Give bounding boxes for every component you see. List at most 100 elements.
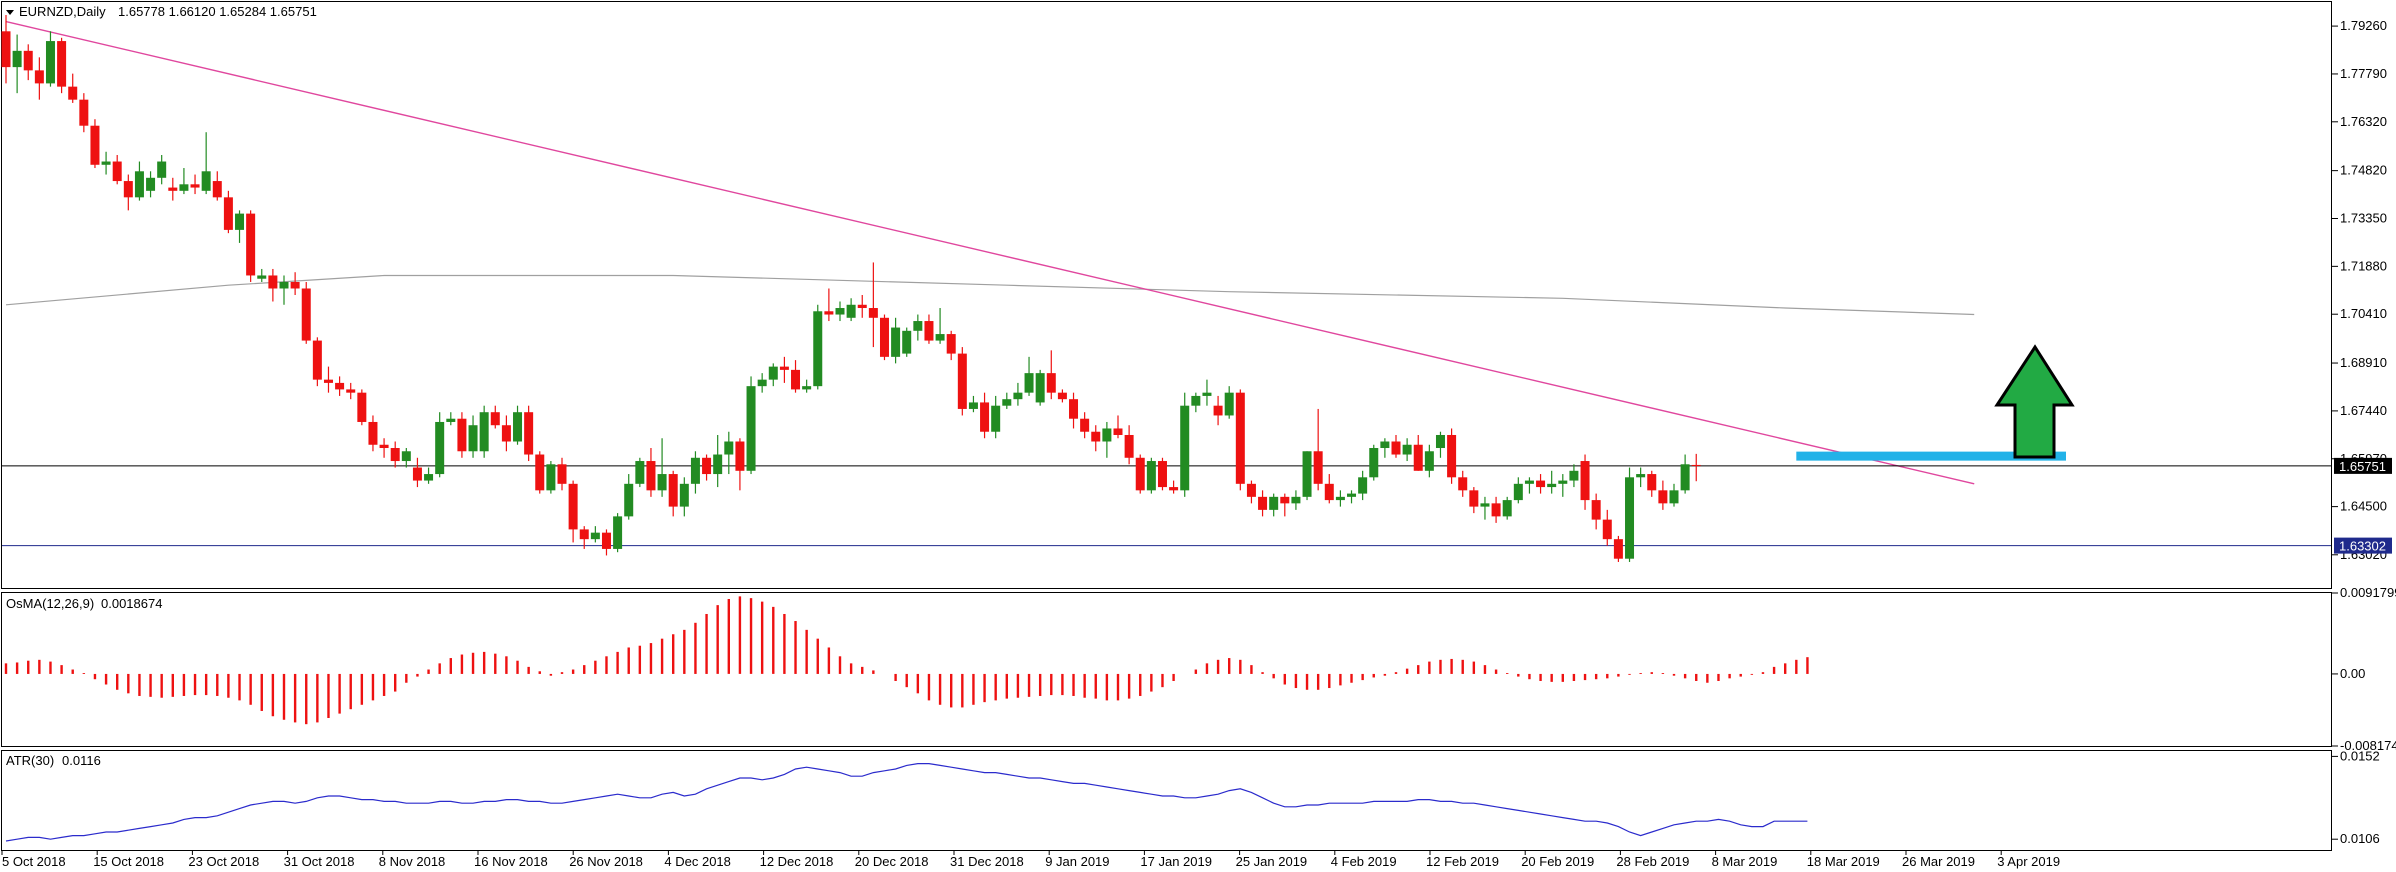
candle-body[interactable] xyxy=(1057,392,1067,400)
candle-body[interactable] xyxy=(490,412,500,426)
candle-body[interactable] xyxy=(1013,392,1023,400)
candle-body[interactable] xyxy=(1558,480,1568,484)
candle-body[interactable] xyxy=(134,171,144,198)
candle-body[interactable] xyxy=(1369,448,1379,478)
candle-body[interactable] xyxy=(513,412,523,442)
price-panel[interactable] xyxy=(1,1,2332,589)
candle-body[interactable] xyxy=(679,483,689,507)
candle-body[interactable] xyxy=(902,330,912,354)
candle-body[interactable] xyxy=(1191,395,1201,406)
candle-body[interactable] xyxy=(1202,392,1212,396)
candle-body[interactable] xyxy=(535,454,545,491)
candle-body[interactable] xyxy=(924,321,934,341)
candle-body[interactable] xyxy=(1647,474,1657,491)
candle-body[interactable] xyxy=(1591,500,1601,520)
candle-body[interactable] xyxy=(757,379,767,387)
candle-body[interactable] xyxy=(235,213,245,230)
candle-body[interactable] xyxy=(635,461,645,484)
candle-body[interactable] xyxy=(1435,434,1445,449)
candle-body[interactable] xyxy=(1680,464,1690,491)
candle-body[interactable] xyxy=(1157,461,1167,488)
candle-body[interactable] xyxy=(1536,480,1546,488)
candle-body[interactable] xyxy=(568,483,578,530)
candle-body[interactable] xyxy=(257,275,267,279)
candle-body[interactable] xyxy=(268,275,278,289)
candle-body[interactable] xyxy=(401,451,411,462)
candle-body[interactable] xyxy=(435,421,445,475)
candle-body[interactable] xyxy=(657,474,667,491)
candle-body[interactable] xyxy=(846,304,856,318)
candle-body[interactable] xyxy=(1080,418,1090,432)
candle-body[interactable] xyxy=(1280,496,1290,504)
candle-body[interactable] xyxy=(157,161,167,178)
candle-body[interactable] xyxy=(1135,457,1145,491)
candle-body[interactable] xyxy=(601,532,611,549)
candle-body[interactable] xyxy=(1602,519,1612,540)
candle-body[interactable] xyxy=(1636,474,1646,478)
candle-body[interactable] xyxy=(101,161,111,165)
candle-body[interactable] xyxy=(590,532,600,540)
candle-body[interactable] xyxy=(1380,441,1390,449)
candle-body[interactable] xyxy=(123,181,133,198)
atr-panel[interactable] xyxy=(1,750,2332,851)
candle-body[interactable] xyxy=(1324,483,1334,501)
candle-body[interactable] xyxy=(779,366,789,370)
candle-body[interactable] xyxy=(1224,392,1234,416)
candle-body[interactable] xyxy=(168,187,178,191)
candle-body[interactable] xyxy=(1347,493,1357,497)
candle-body[interactable] xyxy=(390,448,400,462)
candle-body[interactable] xyxy=(935,334,945,341)
candle-body[interactable] xyxy=(501,425,511,442)
candle-body[interactable] xyxy=(1091,431,1101,442)
candle-body[interactable] xyxy=(212,181,222,198)
candle-body[interactable] xyxy=(1235,392,1245,484)
candle-body[interactable] xyxy=(579,529,589,540)
candle-body[interactable] xyxy=(379,444,389,449)
candle-body[interactable] xyxy=(1447,434,1457,478)
candle-body[interactable] xyxy=(1002,399,1012,406)
candle-body[interactable] xyxy=(802,386,812,390)
candle-body[interactable] xyxy=(1113,428,1123,435)
candle-body[interactable] xyxy=(1625,477,1635,559)
candle-body[interactable] xyxy=(34,70,44,84)
candle-body[interactable] xyxy=(1291,496,1301,504)
candle-body[interactable] xyxy=(835,308,845,315)
candle-body[interactable] xyxy=(1024,373,1034,393)
candle-body[interactable] xyxy=(613,516,623,549)
candle-body[interactable] xyxy=(1313,451,1323,484)
candle-body[interactable] xyxy=(1258,496,1268,510)
candle-body[interactable] xyxy=(1413,444,1423,471)
candle-body[interactable] xyxy=(1402,444,1412,455)
candle-body[interactable] xyxy=(1658,490,1668,504)
candle-body[interactable] xyxy=(146,177,156,191)
candle-body[interactable] xyxy=(546,464,556,491)
candle-body[interactable] xyxy=(813,311,823,387)
candle-body[interactable] xyxy=(223,197,233,230)
candle-body[interactable] xyxy=(201,171,211,191)
candle-body[interactable] xyxy=(791,369,801,390)
candle-body[interactable] xyxy=(79,99,89,126)
candle-body[interactable] xyxy=(724,441,734,455)
dropdown-triangle-icon[interactable] xyxy=(6,10,14,15)
candle-body[interactable] xyxy=(90,125,100,165)
candle-body[interactable] xyxy=(768,366,778,380)
candle-body[interactable] xyxy=(702,457,712,475)
candle-body[interactable] xyxy=(1547,483,1557,488)
candle-body[interactable] xyxy=(646,461,656,491)
candle-body[interactable] xyxy=(312,340,322,380)
candle-body[interactable] xyxy=(479,412,489,452)
candle-body[interactable] xyxy=(1124,434,1134,458)
downtrend-line[interactable] xyxy=(5,20,1975,485)
candle-body[interactable] xyxy=(45,41,55,84)
candle-body[interactable] xyxy=(1246,483,1256,497)
candle-body[interactable] xyxy=(179,184,189,191)
candle-body[interactable] xyxy=(68,86,78,100)
candle-body[interactable] xyxy=(1491,503,1501,517)
candle-body[interactable] xyxy=(824,311,834,315)
candle-body[interactable] xyxy=(323,379,333,383)
candle-body[interactable] xyxy=(1213,405,1223,416)
candle-body[interactable] xyxy=(1580,461,1590,501)
candle-body[interactable] xyxy=(1358,477,1368,494)
candle-body[interactable] xyxy=(1391,441,1401,455)
